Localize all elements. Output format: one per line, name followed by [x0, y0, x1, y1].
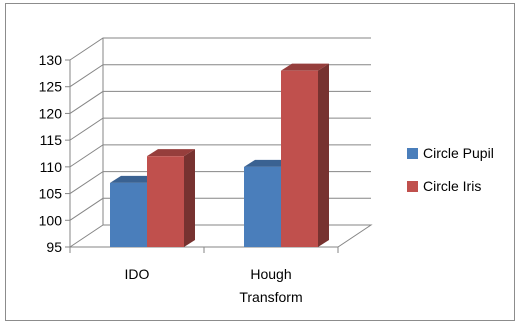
legend-swatch — [407, 181, 418, 192]
bar-top — [147, 149, 195, 157]
gridline — [69, 37, 371, 61]
bar — [281, 63, 329, 247]
y-tick-label: 95 — [46, 239, 62, 255]
legend: Circle Pupil Circle Iris — [407, 145, 494, 194]
legend-swatch — [407, 148, 418, 159]
category-labels: IDO Hough Transform — [125, 266, 303, 305]
bar — [147, 149, 195, 247]
bar-front — [281, 70, 318, 247]
legend-label: Circle Pupil — [423, 145, 494, 161]
bar-side — [318, 63, 329, 247]
bars — [110, 63, 329, 247]
y-tick-label: 115 — [40, 132, 63, 148]
bar-front — [110, 182, 147, 247]
y-tick-labels: 95 100 105 110 115 120 125 130 — [39, 52, 63, 255]
y-tick-label: 110 — [40, 159, 63, 175]
category-label: Transform — [239, 289, 302, 305]
y-tick-label: 120 — [39, 105, 63, 121]
bar-top — [110, 175, 158, 183]
bar-top — [244, 159, 292, 167]
bar-front — [244, 166, 281, 247]
bar-top — [281, 63, 329, 71]
y-tick-label: 125 — [39, 79, 63, 95]
gridline — [69, 64, 371, 88]
category-label: Hough — [250, 266, 291, 282]
bar-front — [147, 156, 184, 247]
y-tick-label: 130 — [39, 52, 63, 68]
y-tick-label: 100 — [39, 212, 63, 228]
legend-label: Circle Iris — [423, 178, 481, 194]
bar-side — [184, 149, 195, 247]
y-tick-label: 105 — [39, 186, 63, 202]
category-label: IDO — [125, 266, 150, 282]
